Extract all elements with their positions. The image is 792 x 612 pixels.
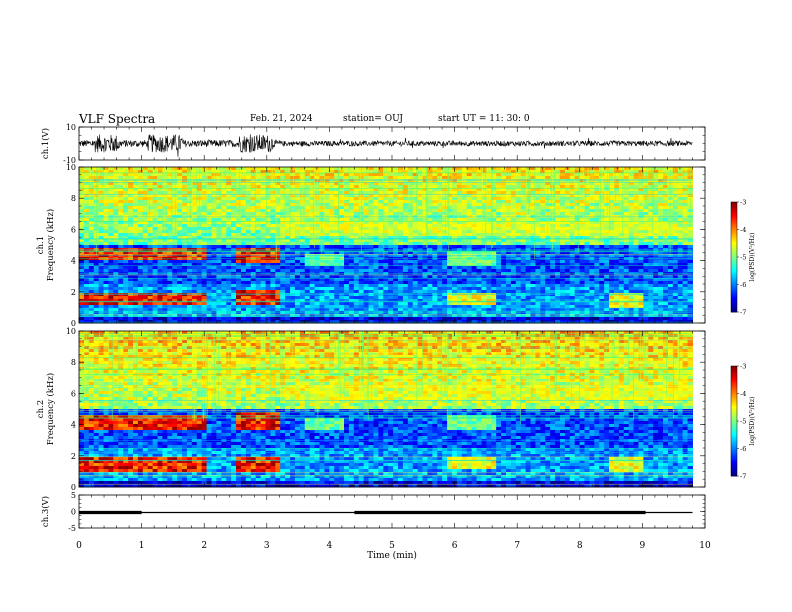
y-tick-label: 5	[71, 491, 76, 500]
colorbar-tick-label: -4	[740, 226, 746, 234]
x-tick-label: 0	[76, 541, 82, 551]
y-tick-label: 6	[71, 389, 76, 398]
colorbar-tick-label: -7	[740, 473, 746, 481]
x-tick-label: 8	[577, 541, 583, 551]
x-tick-label: 1	[139, 541, 145, 551]
y-tick-label: 6	[71, 225, 76, 234]
colorbar-tick-label: -5	[740, 418, 746, 426]
y-tick-label: 8	[71, 358, 76, 367]
x-tick-label: 7	[514, 541, 520, 551]
x-tick-label: 9	[640, 541, 646, 551]
colorbar-tick-label: -4	[740, 390, 746, 398]
plot-title: VLF Spectra	[79, 112, 156, 126]
colorbar-tick-label: -7	[740, 309, 746, 317]
y-tick-label: 8	[71, 194, 76, 203]
y-tick-label: -5	[68, 524, 76, 533]
y-tick-label: 10	[66, 327, 76, 336]
y-tick-label: 4	[71, 421, 76, 430]
spectrogram-ch1-panel: 0 2 4 6 8 10 ch.1 Frequency (kHz)	[36, 163, 706, 328]
x-tick-label: 2	[201, 541, 207, 551]
y-tick-label: 0	[71, 483, 76, 492]
colorbar-label: log(PSD)(V²/Hz)	[749, 397, 756, 446]
y-tick-label: 10	[66, 163, 76, 172]
date-label: Feb. 21, 2024	[250, 114, 313, 124]
colorbar-label: log(PSD)(V²/Hz)	[749, 233, 756, 282]
x-tick-label: 5	[389, 541, 395, 551]
waveform-ch1-panel: 10 -10 ch.1(V)	[40, 123, 706, 165]
y-axis-label: ch.3(V)	[40, 496, 51, 527]
colorbar-tick-label: -6	[740, 281, 746, 289]
y-axis-label: ch.2	[36, 400, 46, 418]
colorbar-tick-label: -3	[740, 363, 746, 371]
y-axis-label: ch.1(V)	[40, 128, 51, 159]
y-axis-label: Frequency (kHz)	[45, 209, 56, 281]
colorbar-ch2: -3 -4 -5 -6 -7 log(PSD)(V²/Hz)	[730, 363, 756, 481]
y-tick-label: 2	[71, 288, 76, 297]
colorbar-tick-label: -3	[740, 199, 746, 207]
y-axis-label: ch.1	[36, 236, 46, 254]
y-tick-label: 4	[71, 257, 76, 266]
y-axis-label: Frequency (kHz)	[45, 373, 56, 445]
colorbar-tick-label: -5	[740, 254, 746, 262]
spectrogram-ch2-panel: 0 2 4 6 8 10 ch.2 Frequency (kHz)	[36, 327, 706, 492]
y-tick-label: 10	[66, 123, 76, 132]
x-tick-label: 4	[327, 541, 333, 551]
waveform-trace	[78, 133, 693, 157]
x-tick-label: 10	[699, 541, 711, 551]
colorbar-tick-label: -6	[740, 445, 746, 453]
y-tick-label: -10	[63, 156, 76, 165]
y-tick-label: 0	[71, 508, 76, 517]
x-tick-label: 6	[452, 541, 458, 551]
spectrogram-image	[79, 167, 693, 324]
x-axis-label: Time (min)	[367, 550, 417, 561]
y-tick-label: 0	[71, 319, 76, 328]
spectrogram-image	[79, 331, 693, 488]
x-tick-label: 3	[264, 541, 270, 551]
start-time-label: start UT = 11: 30: 0	[438, 114, 530, 124]
station-label: station= OUJ	[343, 114, 404, 124]
colorbar-ch1: -3 -4 -5 -6 -7 log(PSD)(V²/Hz)	[730, 199, 756, 317]
y-tick-label: 2	[71, 452, 76, 461]
